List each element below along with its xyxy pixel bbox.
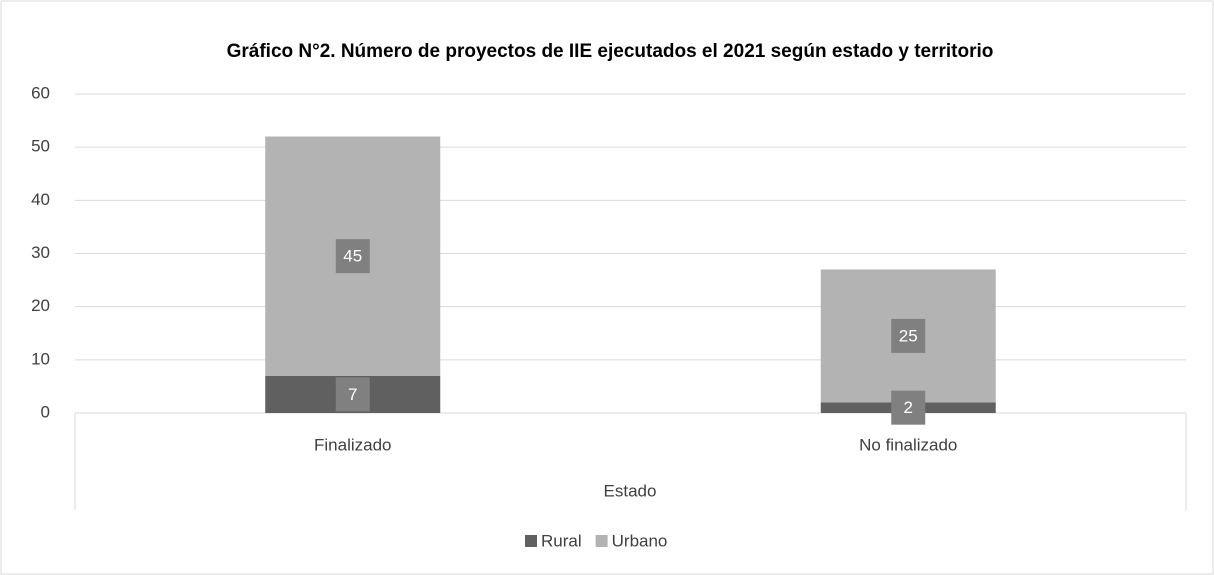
data-label: 25 [899, 326, 918, 345]
chart-title: Gráfico N°2. Número de proyectos de IIE … [227, 41, 994, 62]
y-tick-label: 40 [31, 190, 50, 209]
data-label-box [335, 377, 370, 412]
y-tick-label: 20 [31, 296, 50, 315]
y-tick-label: 0 [41, 402, 50, 421]
data-label-box [335, 239, 370, 274]
y-tick-label: 30 [31, 243, 50, 262]
x-tick-label: Finalizado [314, 435, 392, 454]
data-label-box [891, 318, 926, 353]
x-axis-label: Estado [604, 481, 657, 500]
data-label: 7 [348, 385, 357, 404]
y-tick-label: 50 [31, 137, 50, 156]
y-tick-label: 10 [31, 349, 50, 368]
legend-swatch [525, 535, 537, 547]
data-label: 45 [343, 247, 362, 266]
y-tick-label: 60 [31, 83, 50, 102]
data-label: 2 [904, 398, 913, 417]
data-label-box [891, 390, 926, 425]
legend-label: Rural [541, 531, 582, 550]
x-tick-label: No finalizado [859, 435, 957, 454]
legend-label: Urbano [612, 531, 668, 550]
legend-swatch [595, 535, 608, 547]
